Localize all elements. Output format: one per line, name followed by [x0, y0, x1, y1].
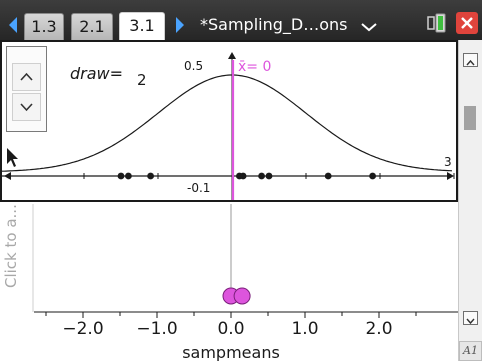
x-tick-label: 1.0: [291, 319, 318, 339]
slider-value: 2: [137, 71, 147, 89]
slider-variable-name: draw: [70, 64, 111, 83]
x-tick-label: −2.0: [62, 319, 103, 339]
chevron-down-icon: [466, 318, 475, 325]
left-arrow-icon[interactable]: [8, 17, 18, 33]
axis-arrow-left-icon: [4, 172, 11, 180]
scroll-up-button[interactable]: [463, 53, 478, 67]
chevron-up-icon: [466, 59, 475, 66]
sample-points: [117, 172, 376, 180]
tab-1-3[interactable]: 1.3: [24, 13, 64, 40]
distribution-graph[interactable]: 0.5 x̄= 0 -0.1 3 draw= 2: [2, 42, 456, 200]
sample-point: [265, 172, 273, 180]
chevron-down-icon[interactable]: [360, 21, 378, 33]
document-title-text: *Sampling_D…ons: [200, 15, 348, 34]
document-title[interactable]: *Sampling_D…ons: [200, 15, 347, 34]
cell-reference-text: A1: [463, 344, 478, 357]
sample-point: [239, 172, 247, 180]
tab-label: 1.3: [31, 17, 57, 36]
dot-plot-panel[interactable]: −2.0 −1.0 0.0 1.0 2.0 sampmeans: [0, 204, 458, 361]
x-axis-tick-labels: −2.0 −1.0 0.0 1.0 2.0: [62, 319, 392, 339]
chevron-down-icon: [20, 103, 33, 112]
tab-label: 3.1: [129, 16, 155, 35]
distribution-graph-panel[interactable]: 0.5 x̄= 0 -0.1 3 draw= 2: [0, 40, 458, 202]
dot-plot[interactable]: −2.0 −1.0 0.0 1.0 2.0 sampmeans: [0, 204, 458, 361]
normal-curve: [2, 74, 453, 172]
right-arrow-icon[interactable]: [175, 17, 185, 33]
x-tick-label: 2.0: [365, 319, 392, 339]
sample-point: [117, 172, 125, 180]
right-label: 3: [444, 155, 452, 169]
vertical-scrollbar[interactable]: [458, 40, 482, 361]
x-axis-ticks: [9, 173, 455, 179]
tab-label: 2.1: [79, 17, 105, 36]
scroll-down-button[interactable]: [463, 311, 478, 325]
x-tick-label: 0.0: [217, 319, 244, 339]
mean-label[interactable]: x̄= 0: [238, 59, 271, 75]
peak-label: 0.5: [184, 59, 203, 73]
sample-point: [125, 172, 132, 180]
slider-up-button[interactable]: [12, 63, 41, 91]
sample-point: [324, 172, 332, 180]
x-axis-ticks: [45, 312, 417, 318]
tab-2-1[interactable]: 2.1: [71, 13, 113, 40]
tab-3-1[interactable]: 3.1: [119, 12, 165, 40]
scroll-thumb[interactable]: [464, 106, 476, 130]
sample-point: [369, 172, 376, 180]
min-label: -0.1: [187, 181, 210, 195]
document-tab-bar: 1.3 2.1 3.1 *Sampling_D…ons: [0, 0, 482, 40]
x-axis-label[interactable]: sampmeans: [182, 343, 280, 361]
x-tick-label: −1.0: [136, 319, 177, 339]
slider-equals: =: [110, 64, 123, 83]
click-to-add-variable[interactable]: Click to a...: [2, 204, 20, 288]
slider-variable: draw=: [70, 64, 123, 83]
data-dots: [222, 287, 251, 305]
cell-reference-badge: A1: [459, 341, 482, 361]
sample-point: [147, 172, 155, 180]
cursor-arrow-icon: [7, 148, 18, 167]
axis-arrow-right-icon: [447, 172, 454, 180]
click-to-add-text: Click to a...: [2, 204, 20, 288]
draw-slider[interactable]: [6, 46, 47, 132]
sample-point: [258, 172, 265, 180]
battery-icon: [427, 13, 446, 33]
data-dot[interactable]: [233, 287, 251, 305]
close-icon[interactable]: [456, 12, 478, 34]
slider-down-button[interactable]: [12, 93, 41, 121]
chevron-up-icon: [20, 72, 33, 81]
axis-arrow-up-icon: [228, 52, 236, 59]
